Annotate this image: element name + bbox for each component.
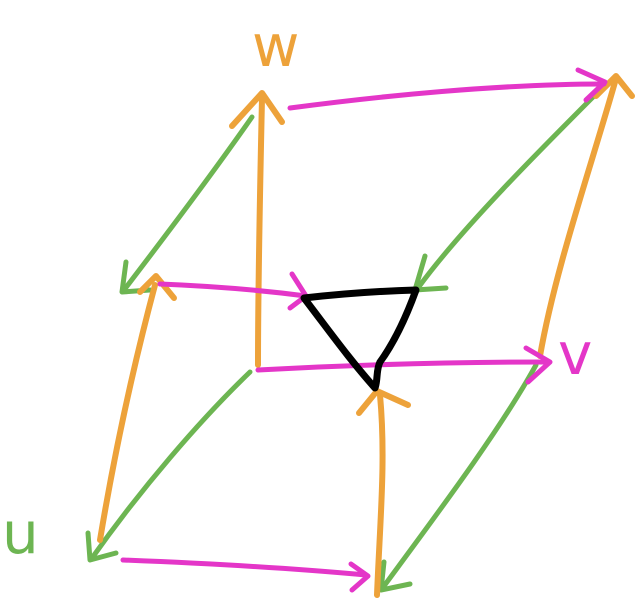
- w-arrowhead-u: [137, 273, 177, 301]
- v-arrowhead-w: [575, 67, 608, 103]
- w-edge-uv: [374, 392, 386, 598]
- center-triangle: [300, 286, 420, 392]
- w-arrowhead-v: [593, 73, 635, 99]
- u-edge-back-bottom: [89, 369, 253, 561]
- w-arrowhead-uv: [356, 388, 411, 416]
- u-arrowhead-back-bottom: [85, 530, 119, 563]
- label-w: w: [252, 12, 299, 80]
- w-arrowhead-origin: [229, 90, 285, 129]
- v-edge-w: [287, 81, 607, 111]
- label-u: u: [2, 499, 39, 567]
- label-v: v: [558, 320, 592, 388]
- w-edge-origin: [255, 95, 265, 368]
- u-arrowhead-front-bottom: [378, 559, 413, 593]
- v-direction-edges: [120, 67, 608, 593]
- v-arrowhead-origin: [523, 345, 553, 385]
- w-direction-edges: [97, 73, 635, 598]
- v-edge-uw: [157, 281, 309, 299]
- v-arrowhead-u: [348, 561, 371, 593]
- u-direction-edges: [85, 81, 609, 593]
- u-edge-front-bottom: [381, 362, 539, 589]
- v-edge-origin: [255, 359, 551, 373]
- u-edge-front-top: [415, 81, 609, 291]
- v-edge-u: [120, 557, 369, 578]
- w-edge-v: [537, 79, 618, 359]
- u-edge-back-top: [121, 114, 255, 293]
- w-edge-u: [97, 282, 158, 543]
